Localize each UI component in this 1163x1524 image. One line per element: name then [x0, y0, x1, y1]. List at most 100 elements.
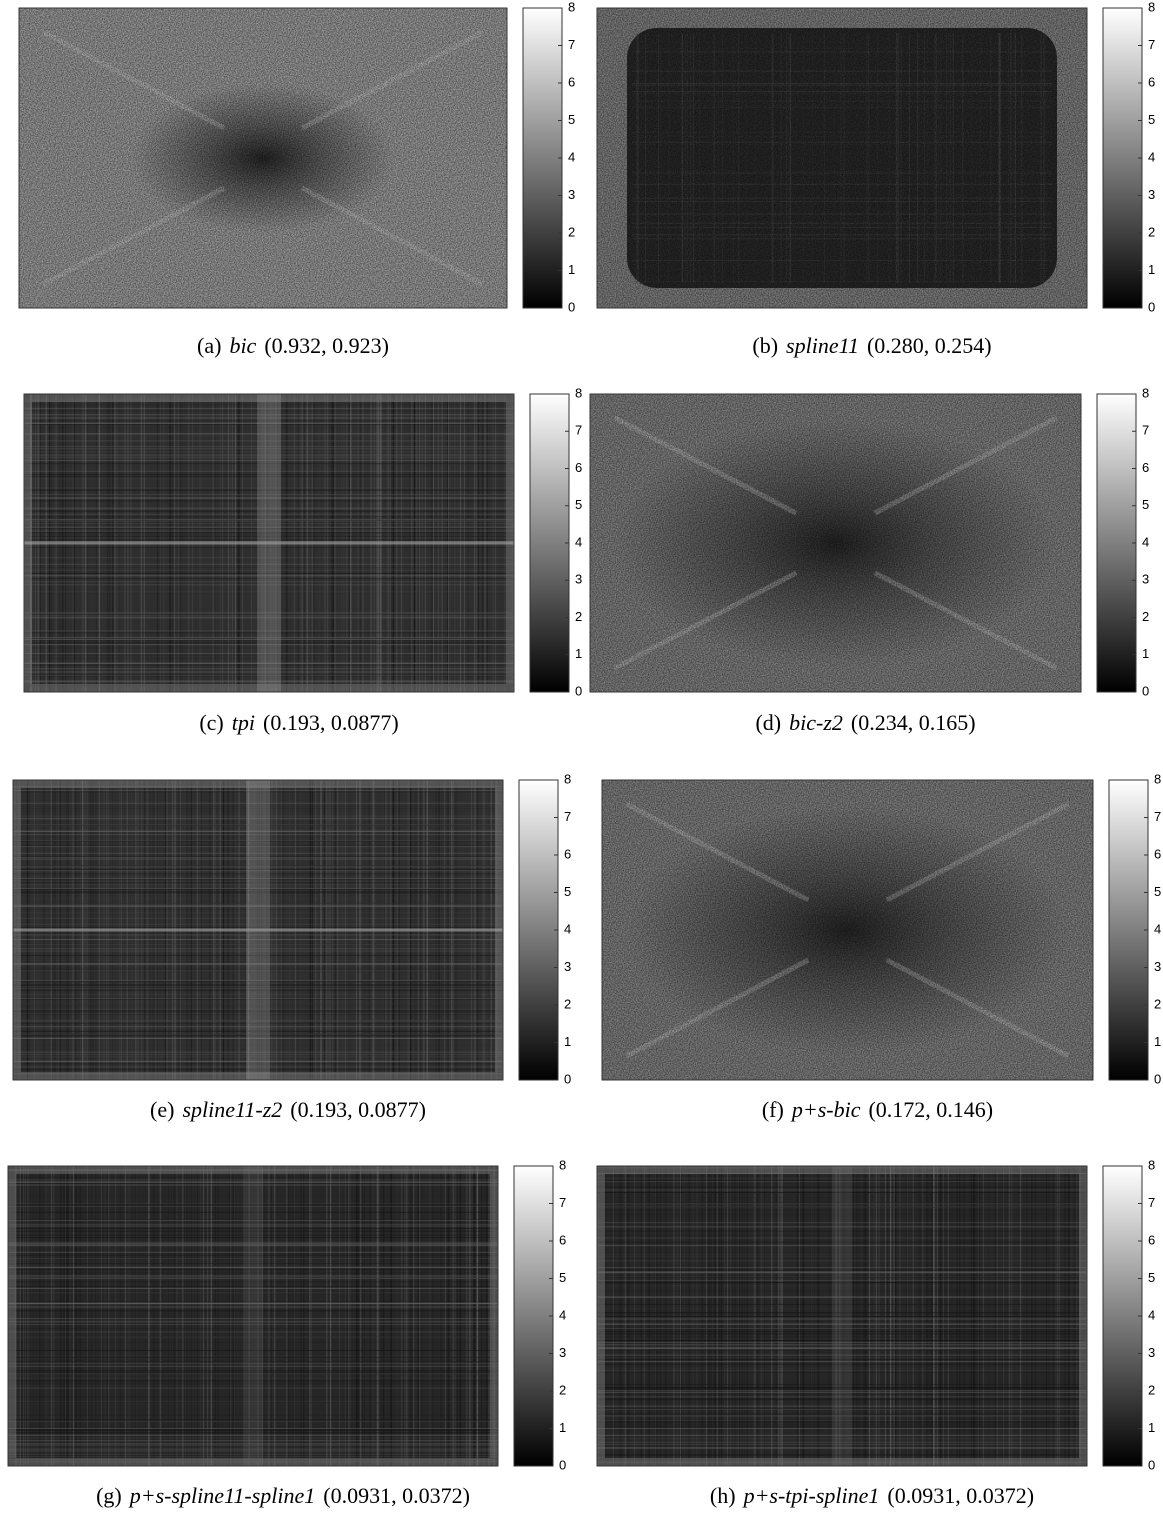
spectrum-image: [602, 780, 1093, 1080]
colorbar-tick-label: 8: [1154, 771, 1161, 786]
colorbar-tick-label: 0: [1148, 1457, 1155, 1472]
colorbar-tick-label: 1: [559, 1420, 566, 1435]
noise: [19, 8, 507, 308]
noise: [590, 394, 1081, 692]
caption: (a)bic(0.932, 0.923): [197, 333, 389, 358]
colorbar-tick-label: 5: [575, 497, 582, 512]
colorbar-tick-label: 6: [1148, 74, 1155, 89]
spectrum-image: [24, 394, 514, 692]
noise: [602, 780, 1093, 1080]
caption: (d) bic-z2 (0.234, 0.165): [755, 710, 975, 735]
colorbar-tick-label: 3: [1142, 572, 1149, 587]
colorbar-tick-label: 4: [1148, 1307, 1155, 1322]
colorbar-tick-label: 1: [564, 1034, 571, 1049]
figure: 0 1 2 3 4 5 6 7 8 (a)bic(0.932, 0.923) 0 1 2 3 4 5 6 7 8 (b…: [0, 0, 1163, 1524]
caption-method: p+s-tpi-spline1: [742, 1483, 880, 1508]
colorbar: [1109, 780, 1148, 1080]
cross-v: [257, 394, 281, 692]
colorbar-tick-label: 6: [1142, 460, 1149, 475]
caption-method: tpi: [232, 710, 255, 735]
colorbar-tick-label: 3: [1154, 959, 1161, 974]
caption-method: bic-z2: [789, 710, 843, 735]
colorbar-tick-label: 3: [575, 572, 582, 587]
caption-label: (f): [762, 1097, 784, 1122]
caption-metrics: (0.0931, 0.0372): [323, 1483, 470, 1508]
colorbar-tick-label: 6: [564, 846, 571, 861]
caption-method: p+s-bic: [790, 1097, 861, 1122]
caption-label: (b): [752, 333, 778, 358]
caption-metrics: (0.172, 0.146): [868, 1097, 993, 1122]
caption-label: (g): [96, 1483, 122, 1508]
colorbar-tick-label: 5: [564, 884, 571, 899]
colorbar-tick-label: 6: [1154, 846, 1161, 861]
colorbar-tick-label: 8: [575, 385, 582, 400]
caption-method: bic: [229, 333, 256, 358]
colorbar-tick-label: 5: [1154, 884, 1161, 899]
caption-metrics: (0.234, 0.165): [851, 710, 976, 735]
colorbar-tick-label: 3: [564, 959, 571, 974]
colorbar-tick-label: 0: [568, 299, 575, 314]
spectrum-image: [8, 1166, 498, 1466]
colorbar-tick-label: 4: [1154, 921, 1161, 936]
colorbar-tick-label: 1: [1148, 262, 1155, 277]
colorbar-tick-label: 0: [1142, 683, 1149, 698]
colorbar-tick-label: 5: [559, 1270, 566, 1285]
colorbar-tick-label: 7: [1148, 37, 1155, 52]
colorbar-tick-label: 4: [559, 1307, 566, 1322]
caption: (f) p+s-bic (0.172, 0.146): [762, 1097, 993, 1122]
colorbar-tick-label: 7: [1142, 423, 1149, 438]
colorbar-tick-label: 7: [1154, 809, 1161, 824]
colorbar-tick-label: 3: [1148, 187, 1155, 202]
panel: 012345678(g)p+s-spline11-spline1(0.0931,…: [8, 1157, 566, 1508]
colorbar-tick-label: 8: [568, 0, 575, 14]
colorbar-tick-label: 7: [564, 809, 571, 824]
colorbar-tick-label: 4: [568, 149, 575, 164]
caption-label: (e): [150, 1097, 174, 1122]
caption: (g)p+s-spline11-spline1 (0.0931, 0.0372): [96, 1483, 470, 1508]
colorbar-tick-label: 1: [575, 646, 582, 661]
caption-method: p+s-spline11-spline1: [128, 1483, 316, 1508]
colorbar-tick-label: 4: [564, 921, 571, 936]
caption: (e) spline11-z2 (0.193, 0.0877): [150, 1097, 426, 1122]
colorbar-tick-label: 6: [1148, 1232, 1155, 1247]
colorbar: [519, 780, 558, 1080]
colorbar-tick-label: 2: [559, 1382, 566, 1397]
spectrum-image: [590, 394, 1081, 692]
cross-v: [243, 1166, 263, 1466]
colorbar-tick-label: 8: [559, 1157, 566, 1172]
colorbar-tick-label: 0: [575, 683, 582, 698]
colorbar-tick-label: 4: [575, 534, 582, 549]
spectrum-image: [19, 8, 507, 308]
colorbar-tick-label: 4: [1142, 534, 1149, 549]
caption: (h)p+s-tpi-spline1(0.0931, 0.0372): [710, 1483, 1034, 1508]
caption-metrics: (0.0931, 0.0372): [887, 1483, 1034, 1508]
colorbar-tick-label: 3: [559, 1345, 566, 1360]
colorbar: [1103, 1166, 1142, 1466]
colorbar-tick-label: 5: [1142, 497, 1149, 512]
colorbar-tick-label: 2: [1154, 996, 1161, 1011]
colorbar-tick-label: 6: [568, 74, 575, 89]
colorbar-tick-label: 2: [1148, 224, 1155, 239]
caption: (b)spline11(0.280, 0.254): [752, 333, 991, 358]
colorbar: [523, 8, 562, 308]
spectrum-image: [13, 780, 503, 1080]
caption-metrics: (0.280, 0.254): [867, 333, 992, 358]
colorbar-tick-label: 6: [559, 1232, 566, 1247]
spectrum-image: [597, 8, 1087, 308]
colorbar-tick-label: 0: [1154, 1071, 1161, 1086]
colorbar: [1097, 394, 1136, 692]
caption-metrics: (0.193, 0.0877): [290, 1097, 426, 1122]
caption-method: spline11-z2: [182, 1097, 282, 1122]
colorbar-tick-label: 5: [1148, 112, 1155, 127]
colorbar-tick-label: 2: [1148, 1382, 1155, 1397]
colorbar-tick-label: 2: [564, 996, 571, 1011]
cross-v: [246, 780, 270, 1080]
colorbar-tick-label: 0: [559, 1457, 566, 1472]
caption-metrics: (0.193, 0.0877): [263, 710, 399, 735]
caption-label: (d): [755, 710, 781, 735]
colorbar: [1103, 8, 1142, 308]
